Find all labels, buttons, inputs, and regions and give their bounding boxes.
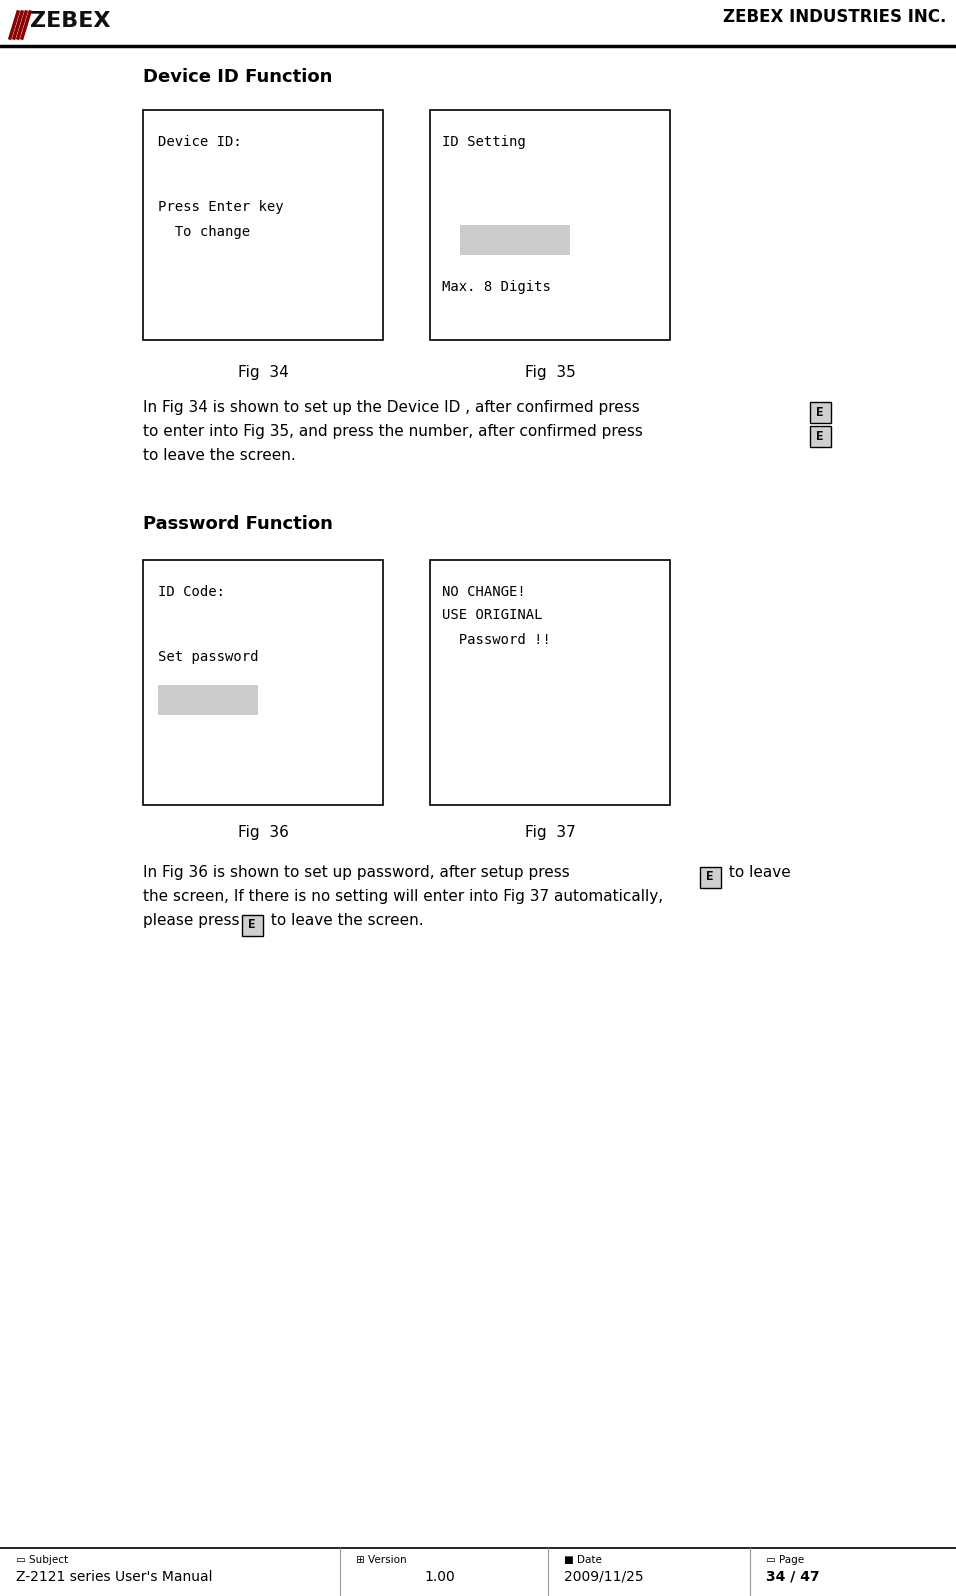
Text: ZEBEX: ZEBEX xyxy=(30,11,111,30)
Text: In Fig 34 is shown to set up the Device ID , after confirmed press: In Fig 34 is shown to set up the Device … xyxy=(143,401,644,415)
Text: Set password: Set password xyxy=(158,650,258,664)
Text: E: E xyxy=(816,405,824,418)
Text: Password Function: Password Function xyxy=(143,516,333,533)
Text: to enter into Fig 35, and press the number, after confirmed press: to enter into Fig 35, and press the numb… xyxy=(143,425,648,439)
Text: 2009/11/25: 2009/11/25 xyxy=(564,1570,643,1583)
Bar xyxy=(430,560,670,804)
Text: Fig  34: Fig 34 xyxy=(238,365,289,380)
Text: to leave the screen.: to leave the screen. xyxy=(143,448,295,463)
Text: 34 / 47: 34 / 47 xyxy=(766,1570,819,1583)
Text: ID Code:: ID Code: xyxy=(158,586,225,598)
Text: NO CHANGE!: NO CHANGE! xyxy=(442,586,526,598)
Text: USE ORIGINAL: USE ORIGINAL xyxy=(442,608,542,622)
Text: E: E xyxy=(706,870,714,884)
Text: ▭ Page: ▭ Page xyxy=(766,1555,804,1566)
Text: In Fig 36 is shown to set up password, after setup press: In Fig 36 is shown to set up password, a… xyxy=(143,865,575,879)
Text: ■ Date: ■ Date xyxy=(564,1555,602,1566)
Bar xyxy=(143,560,383,804)
Bar xyxy=(430,110,670,340)
Text: Fig  35: Fig 35 xyxy=(525,365,576,380)
Bar xyxy=(158,685,258,715)
FancyBboxPatch shape xyxy=(700,867,721,887)
Text: ZEBEX INDUSTRIES INC.: ZEBEX INDUSTRIES INC. xyxy=(723,8,946,26)
Text: To change: To change xyxy=(158,225,250,239)
Text: Password !!: Password !! xyxy=(442,634,551,646)
Bar xyxy=(460,225,570,255)
Text: Device ID Function: Device ID Function xyxy=(143,69,333,86)
Text: the screen, If there is no setting will enter into Fig 37 automatically,: the screen, If there is no setting will … xyxy=(143,889,663,903)
Text: Device ID:: Device ID: xyxy=(158,136,242,148)
Text: E: E xyxy=(816,429,824,442)
Text: Fig  37: Fig 37 xyxy=(525,825,576,839)
Text: Max. 8 Digits: Max. 8 Digits xyxy=(442,279,551,294)
FancyBboxPatch shape xyxy=(810,426,831,447)
Text: Press Enter key: Press Enter key xyxy=(158,200,284,214)
Text: ▭ Subject: ▭ Subject xyxy=(16,1555,68,1566)
Text: ⊞ Version: ⊞ Version xyxy=(356,1555,406,1566)
Text: 1.00: 1.00 xyxy=(424,1570,455,1583)
Text: to leave the screen.: to leave the screen. xyxy=(266,913,424,927)
Text: E: E xyxy=(249,919,256,932)
Text: Z-2121 series User's Manual: Z-2121 series User's Manual xyxy=(16,1570,212,1583)
FancyBboxPatch shape xyxy=(242,915,263,935)
FancyBboxPatch shape xyxy=(810,402,831,423)
Text: Fig  36: Fig 36 xyxy=(237,825,289,839)
Text: ID Setting: ID Setting xyxy=(442,136,526,148)
Bar xyxy=(143,110,383,340)
Text: please press: please press xyxy=(143,913,245,927)
Text: to leave: to leave xyxy=(724,865,791,879)
